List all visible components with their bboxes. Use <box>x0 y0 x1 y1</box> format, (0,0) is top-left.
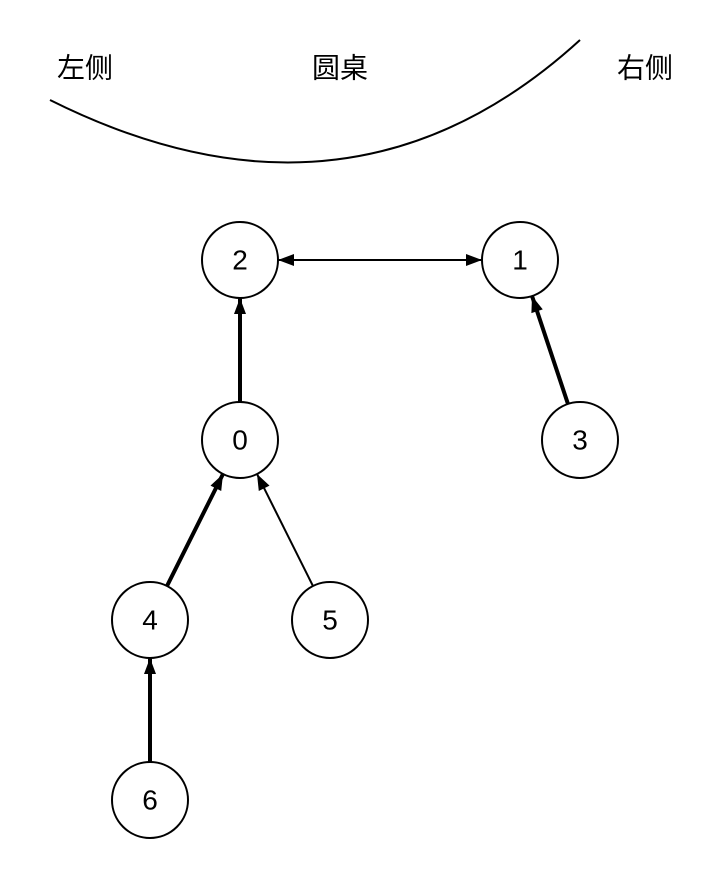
node-2: 2 <box>202 222 278 298</box>
node-label-3: 3 <box>572 424 588 455</box>
node-label-1: 1 <box>512 244 528 275</box>
node-0: 0 <box>202 402 278 478</box>
label-left: 左侧 <box>57 52 113 83</box>
node-6: 6 <box>112 762 188 838</box>
node-label-6: 6 <box>142 784 158 815</box>
node-label-0: 0 <box>232 424 248 455</box>
diagram-canvas: 左侧 圆桌 右侧 2 1 0 3 4 5 6 <box>0 0 723 870</box>
node-label-5: 5 <box>322 604 338 635</box>
node-3: 3 <box>542 402 618 478</box>
node-4: 4 <box>112 582 188 658</box>
label-right: 右侧 <box>617 52 673 83</box>
node-label-4: 4 <box>142 604 158 635</box>
node-5: 5 <box>292 582 368 658</box>
node-label-2: 2 <box>232 244 248 275</box>
label-center: 圆桌 <box>312 52 368 83</box>
node-1: 1 <box>482 222 558 298</box>
